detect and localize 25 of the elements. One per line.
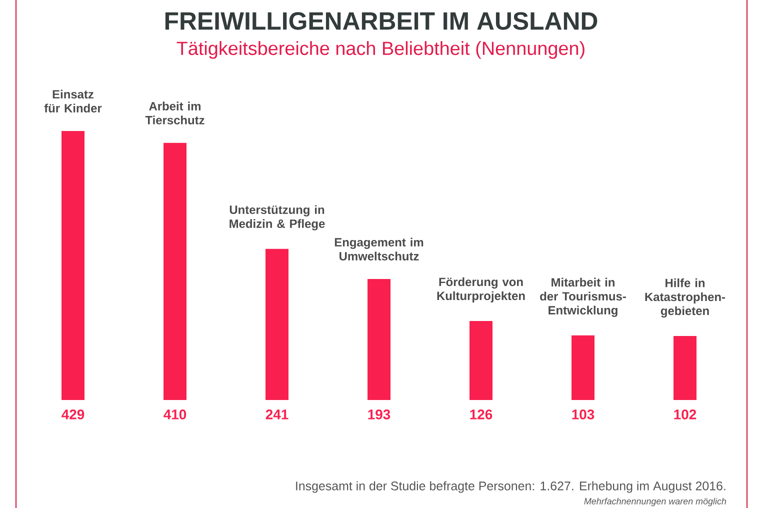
- bar: [470, 320, 493, 400]
- data-label: 410: [164, 410, 186, 420]
- bar: [674, 336, 697, 400]
- text: Insgesamt in der Studie befragte Personen: 1.627. Erhebung im August 2016.: [296, 481, 726, 493]
- x-tick-label: Einsatz für Kinder: [44, 90, 102, 112]
- data-label: 429: [62, 410, 84, 420]
- data-label: 241: [266, 410, 288, 420]
- text: Mehrfachnennungen waren möglich: [584, 498, 726, 506]
- bar: [368, 278, 391, 400]
- data-label: 126: [470, 410, 492, 420]
- x-tick-label: Förderung von Kulturprojekten: [437, 277, 525, 302]
- x-tick-label: Mitarbeit in der Tourismus-Entwicklung: [540, 278, 626, 317]
- data-label: 103: [572, 410, 594, 420]
- data-label: 193: [368, 410, 390, 420]
- x-tick-label: Arbeit im Tierschutz: [145, 102, 204, 124]
- chart-title: FREIWILLIGENARBEIT IM AUSLAND: [165, 12, 598, 30]
- bar: [62, 130, 84, 400]
- x-tick-label: Engagement im Umweltschutz: [334, 238, 424, 260]
- bar: [266, 248, 288, 400]
- x-tick-label: Unterstützung in Medizin & Pflege: [230, 205, 325, 230]
- data-label: 102: [674, 410, 696, 420]
- bar: [572, 335, 595, 400]
- x-tick-label: Hilfe in Katastrophen-gebieten: [645, 278, 726, 318]
- bar: [164, 142, 186, 400]
- chart-subtitle: Tätigkeitsbereiche nach Beliebtheit (Nennungen): [176, 41, 584, 59]
